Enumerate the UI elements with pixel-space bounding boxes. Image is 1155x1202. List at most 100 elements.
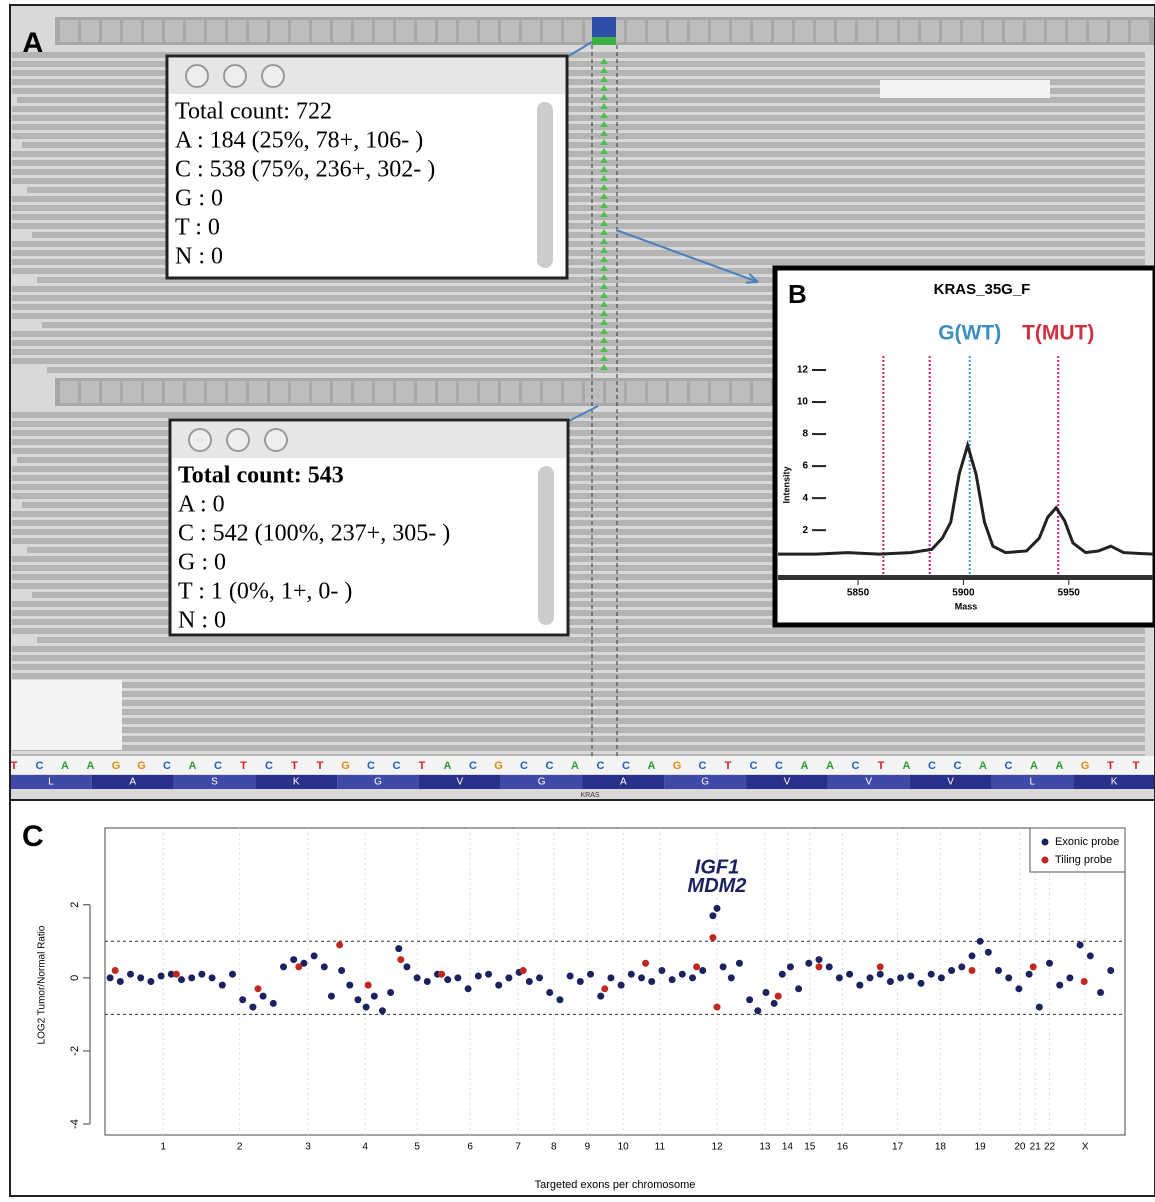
base: G xyxy=(137,760,146,772)
probe-point xyxy=(112,967,119,974)
ruler-cell xyxy=(543,381,561,403)
probe-point xyxy=(260,993,267,1000)
y-axis-label: LOG2 Tumor/Normal Ratio xyxy=(37,925,48,1044)
probe-point xyxy=(709,912,716,919)
count-line: A : 184 (25%, 78+, 106- ) xyxy=(175,128,423,154)
amino-acid: V xyxy=(947,777,954,788)
probe-point xyxy=(642,960,649,967)
base: A xyxy=(648,760,656,772)
probe-point xyxy=(969,967,976,974)
ruler-cell xyxy=(732,381,750,403)
ruler-cell xyxy=(753,20,771,42)
probe-point xyxy=(948,967,955,974)
ruler-cell xyxy=(669,20,687,42)
ruler-cell xyxy=(354,20,372,42)
probe-point xyxy=(1026,971,1033,978)
probe-point xyxy=(856,982,863,989)
x-tick-label: 11 xyxy=(655,1142,666,1153)
x-tick-label: 19 xyxy=(975,1142,987,1153)
probe-point xyxy=(526,978,533,985)
x-tick-label: 5 xyxy=(414,1142,420,1153)
count-line: A : 0 xyxy=(178,492,225,518)
probe-point xyxy=(520,967,527,974)
base: C xyxy=(622,760,630,772)
base: A xyxy=(979,760,987,772)
probe-point xyxy=(714,1004,721,1011)
base: C xyxy=(597,760,605,772)
ruler-cell xyxy=(375,20,393,42)
ruler-cell xyxy=(795,20,813,42)
ruler-cell xyxy=(186,381,204,403)
x-tick-label: 17 xyxy=(892,1142,904,1153)
base: T xyxy=(11,760,18,772)
probe-point xyxy=(754,1007,761,1014)
ruler-cell xyxy=(249,20,267,42)
probe-point xyxy=(465,985,472,992)
ruler-cell xyxy=(543,20,561,42)
probe-point xyxy=(255,985,262,992)
x-axis-label: Mass xyxy=(955,601,978,611)
window-button xyxy=(227,429,249,451)
read xyxy=(47,727,1145,733)
base: G xyxy=(112,760,121,772)
chart-title: KRAS_35G_F xyxy=(934,281,1031,298)
ruler-cell xyxy=(564,381,582,403)
ruler-cell xyxy=(312,381,330,403)
ruler-cell xyxy=(270,381,288,403)
x-tick-label: 7 xyxy=(515,1142,521,1153)
read xyxy=(12,664,1145,670)
probe-point xyxy=(178,976,185,983)
ruler-cell xyxy=(228,20,246,42)
base: C xyxy=(699,760,707,772)
probe-point xyxy=(158,973,165,980)
count-line: G : 0 xyxy=(178,550,226,576)
ruler-cell xyxy=(858,20,876,42)
ruler-cell xyxy=(165,381,183,403)
ruler-cell xyxy=(480,20,498,42)
ruler-cell xyxy=(606,381,624,403)
ruler-cell xyxy=(81,381,99,403)
read xyxy=(12,745,1145,751)
amino-acid: K xyxy=(293,777,300,788)
read xyxy=(42,682,1145,688)
ruler-cell xyxy=(627,381,645,403)
amino-acid: L xyxy=(1030,777,1036,788)
probe-point xyxy=(658,967,665,974)
probe-point xyxy=(424,978,431,985)
probe-point xyxy=(728,974,735,981)
base: C xyxy=(163,760,171,772)
probe-point xyxy=(679,971,686,978)
probe-point xyxy=(365,982,372,989)
base: C xyxy=(1005,760,1013,772)
amino-acid: G xyxy=(701,777,709,788)
probe-point xyxy=(816,963,823,970)
probe-point xyxy=(219,982,226,989)
ruler-cell xyxy=(375,381,393,403)
x-tick-label: 18 xyxy=(935,1142,947,1153)
peak-label: G(WT) xyxy=(938,322,1001,345)
probe-point xyxy=(107,974,114,981)
base: T xyxy=(725,760,732,772)
read xyxy=(12,655,1145,661)
probe-point xyxy=(198,971,205,978)
x-tick-label: 9 xyxy=(585,1142,591,1153)
figure: A Total count: 722 A : 184 (25%, 78+, 106… xyxy=(0,0,1155,1197)
ruler-cell xyxy=(564,20,582,42)
ruler-cell xyxy=(144,381,162,403)
panel-label: C xyxy=(22,820,44,853)
x-tick-label: 8 xyxy=(551,1142,557,1153)
ruler-cell xyxy=(480,381,498,403)
x-tick-label: 4 xyxy=(362,1142,368,1153)
read xyxy=(12,736,1145,742)
base: T xyxy=(878,760,885,772)
x-tick-label: 5850 xyxy=(847,588,870,599)
probe-point xyxy=(328,993,335,1000)
base: C xyxy=(265,760,273,772)
probe-point xyxy=(1087,952,1094,959)
ruler-cell xyxy=(333,20,351,42)
base: C xyxy=(750,760,758,772)
probe-point xyxy=(928,971,935,978)
count-line: Total count: 722 xyxy=(175,99,332,125)
ruler-cell xyxy=(774,20,792,42)
ruler-cell xyxy=(438,381,456,403)
